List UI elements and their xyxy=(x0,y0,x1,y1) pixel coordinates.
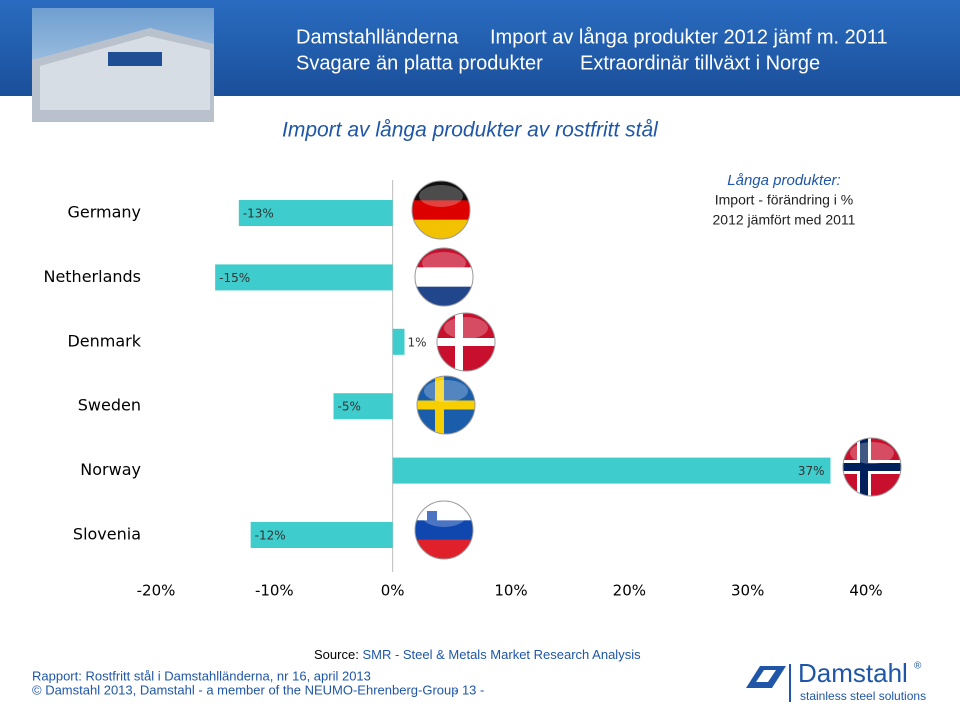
x-tick-label: 30% xyxy=(731,582,764,600)
flag-part xyxy=(415,520,473,541)
annotation: Import - förändring i % xyxy=(715,192,854,208)
header-title: Import av långa produkter 2012 jämf m. 2… xyxy=(490,26,888,48)
x-tick-label: -20% xyxy=(137,582,176,600)
flag-part xyxy=(415,539,473,559)
flag xyxy=(843,438,901,496)
category-label: Norway xyxy=(80,460,141,479)
flag-part xyxy=(415,267,473,288)
flag-part xyxy=(843,463,901,471)
category-label: Germany xyxy=(67,203,141,222)
plot: -20% -10% 0% 10% 20% 30% 40% Germany -13% Netherl… xyxy=(43,180,902,600)
flag-part xyxy=(412,181,470,201)
flag-shine xyxy=(411,180,471,240)
flag xyxy=(412,181,470,239)
report: Rapport: Rostfritt stål i Damstahlländer… xyxy=(32,668,371,683)
source-text: SMR - Steel & Metals Market Research Ana… xyxy=(362,647,641,662)
logo-mark: ® xyxy=(914,661,922,672)
logo-name: Damstahl xyxy=(798,658,908,688)
annotation: 2012 jämfört med 2011 xyxy=(713,212,856,228)
flag-shine xyxy=(842,437,902,497)
header-title: Damstahlländerna xyxy=(296,26,459,48)
x-tick-label: 20% xyxy=(613,582,646,600)
value-label: -15% xyxy=(219,271,250,285)
flag-gloss xyxy=(444,317,488,339)
header-photo xyxy=(32,8,214,122)
flag-part xyxy=(415,248,473,268)
x-tick-label: 40% xyxy=(849,582,882,600)
bar xyxy=(250,522,393,548)
value-label: -12% xyxy=(255,529,286,543)
category-label: Sweden xyxy=(78,396,141,415)
x-tick-label: 10% xyxy=(494,582,527,600)
flag xyxy=(415,248,473,306)
category-label: Slovenia xyxy=(73,525,141,544)
value-label: 1% xyxy=(408,335,427,349)
x-tick-label: -10% xyxy=(255,582,294,600)
annotation: Långa produkter: xyxy=(727,172,840,189)
bar xyxy=(392,328,405,355)
bar xyxy=(215,264,393,291)
flag-part xyxy=(417,400,475,410)
category-label: Netherlands xyxy=(43,267,141,286)
flag-part xyxy=(412,219,470,239)
flag-gloss xyxy=(419,185,463,207)
value-label: 37% xyxy=(798,464,825,478)
flag xyxy=(437,313,495,371)
flag-shine xyxy=(436,312,496,372)
header-title: Extraordinär tillväxt i Norge xyxy=(580,52,820,74)
flag-part xyxy=(415,286,473,306)
flag xyxy=(417,376,475,434)
flag-shine xyxy=(414,247,474,307)
value-label: -13% xyxy=(243,207,274,221)
logo-tagline: stainless steel solutions xyxy=(800,689,926,703)
value-label: -5% xyxy=(338,400,361,414)
flag-shine xyxy=(416,375,476,435)
flag-gloss xyxy=(424,380,468,402)
source-label: Source: xyxy=(314,647,359,662)
flag-gloss xyxy=(850,442,894,464)
page-number: - 13 - xyxy=(454,682,484,697)
flag-part xyxy=(437,338,495,346)
category-label: Denmark xyxy=(67,331,141,350)
bar xyxy=(392,457,831,484)
copyright: © Damstahl 2013, Damstahl - a member of … xyxy=(32,682,458,697)
flag-part xyxy=(427,511,437,525)
flag-shine xyxy=(414,500,474,560)
header-title: Svagare än platta produkter xyxy=(296,52,543,74)
bar xyxy=(238,200,393,226)
flag-gloss xyxy=(422,505,466,527)
logo: Damstahl ® stainless steel solutions xyxy=(746,658,926,703)
bar xyxy=(333,393,393,420)
flag-gloss xyxy=(422,252,466,274)
chart-title: Import av långa produkter av rostfritt s… xyxy=(282,119,659,142)
x-tick-label: 0% xyxy=(381,582,405,600)
flag-part xyxy=(412,200,470,221)
flag xyxy=(415,501,473,559)
source: Source: SMR - Steel & Metals Market Rese… xyxy=(314,647,641,662)
